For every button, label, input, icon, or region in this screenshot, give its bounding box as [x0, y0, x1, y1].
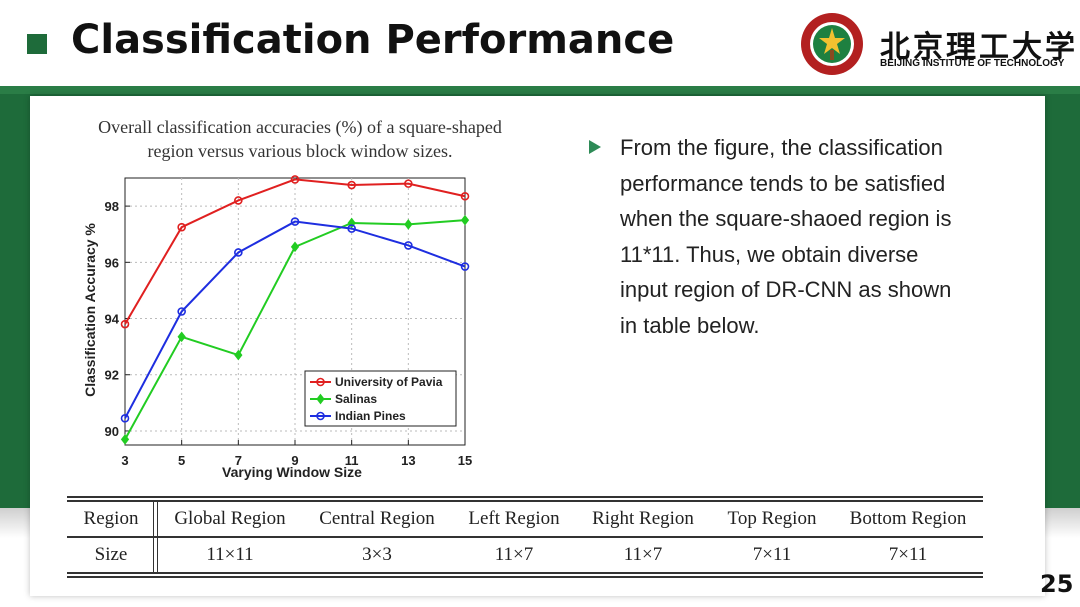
legend-entry: Salinas: [310, 392, 377, 406]
chart-caption-line: region versus various block window sizes…: [147, 141, 453, 161]
bullet-line: From the figure, the classification: [620, 135, 943, 160]
data-point: [290, 241, 300, 253]
y-tick-label: 94: [105, 312, 120, 327]
page-number: 25: [1040, 570, 1074, 598]
series-line: [124, 178, 466, 325]
table-bottom-rule-2: [67, 576, 983, 578]
series-indian-pines: [120, 217, 470, 423]
bullet-line: when the square-shaoed region is: [620, 206, 952, 232]
table-cell: 7×11: [752, 544, 792, 565]
x-tick-label: 13: [401, 453, 415, 468]
data-point: [290, 217, 300, 226]
bullet-item: From the figure, the classification perf…: [589, 130, 1009, 344]
series-university-of-pavia: [120, 175, 470, 329]
bullet-line: input region of DR-CNN as shown: [620, 277, 952, 303]
bullet-line: 11*11. Thus, we obtain diverse: [620, 241, 919, 267]
bullet-list: From the figure, the classification perf…: [589, 130, 1009, 344]
y-tick-label: 96: [105, 255, 119, 270]
y-tick-label: 98: [105, 199, 119, 214]
table-header-cell: Region: [83, 508, 139, 529]
data-point: [316, 411, 325, 421]
data-point: [234, 349, 243, 361]
region-size-table: Region Global Region Central Region Left…: [67, 494, 983, 578]
data-point: [177, 331, 186, 343]
university-name-en: BEIJING INSTITUTE OF TECHNOLOGY: [880, 58, 1065, 69]
x-axis-label: Varying Window Size: [222, 464, 362, 480]
table-cell: 11×11: [206, 544, 254, 565]
table-top-rule-2: [67, 500, 983, 502]
data-point: [347, 180, 356, 190]
data-point: [316, 377, 325, 387]
legend-entry: Indian Pines: [310, 409, 406, 423]
table-header-cell: Right Region: [592, 508, 694, 529]
data-point: [120, 434, 130, 445]
slide-title: Classification Performance: [71, 17, 675, 63]
chart-grid: [125, 178, 465, 445]
legend-label: Indian Pines: [335, 409, 406, 423]
legend-label: Salinas: [335, 392, 377, 406]
data-point: [177, 307, 186, 316]
table-divider: [153, 502, 154, 572]
y-axis-label: Classification Accuracy %: [82, 223, 98, 397]
data-point: [460, 191, 470, 201]
chart-ticks: 3 5 7 9 11 13 15 90 92 94 96 98: [105, 199, 473, 468]
table-cell: 11×7: [494, 544, 534, 565]
title-bullet-square: [27, 34, 47, 54]
data-point: [460, 262, 470, 271]
legend-label: University of Pavia: [335, 375, 443, 389]
table-header-cell: Top Region: [727, 508, 817, 529]
data-point: [316, 393, 325, 405]
bullet-line: performance tends to be satisfied: [620, 170, 946, 196]
x-tick-label: 11: [345, 453, 359, 468]
data-point: [404, 219, 413, 230]
x-tick-label: 15: [458, 453, 472, 468]
data-point: [290, 175, 300, 184]
data-point: [234, 248, 243, 257]
bullet-line: in table below.: [620, 312, 760, 338]
table-header-cell: Central Region: [319, 508, 435, 529]
table-header-cell: Global Region: [174, 508, 286, 529]
y-tick-label: 90: [105, 424, 119, 439]
table-cell: 7×11: [888, 544, 928, 565]
data-point: [460, 214, 470, 226]
data-point: [404, 241, 413, 250]
data-point: [404, 179, 413, 188]
chart-series: [120, 175, 470, 445]
table-top-rule: [67, 496, 983, 498]
x-tick-label: 7: [235, 453, 242, 468]
table-header-cell: Left Region: [468, 508, 560, 529]
data-point: [177, 222, 186, 232]
table-cell: 11×7: [623, 544, 663, 565]
x-tick-label: 5: [178, 453, 185, 468]
y-tick-label: 92: [105, 368, 119, 383]
bullet-arrow-icon: [589, 140, 601, 154]
data-point: [120, 413, 130, 423]
table-mid-rule: [67, 536, 983, 538]
chart-caption-line: Overall classification accuracies (%) of…: [98, 117, 502, 137]
table-bottom-rule: [67, 572, 983, 574]
chart-caption: Overall classification accuracies (%) of…: [50, 115, 550, 163]
slide-header: Classification Performance 北京理工大学 BEIJIN…: [0, 0, 1080, 86]
chart-legend: University of Pavia Salinas Indian Pines: [304, 370, 457, 427]
table-cell: 3×3: [362, 544, 392, 565]
x-tick-label: 9: [291, 453, 298, 468]
green-band-highlight: [0, 86, 1080, 94]
table-header-cell: Bottom Region: [849, 508, 967, 529]
data-point: [234, 196, 243, 205]
series-line: [124, 220, 466, 419]
data-point: [120, 319, 130, 329]
data-point: [347, 224, 356, 233]
x-tick-label: 3: [121, 453, 128, 468]
table-divider-2: [157, 502, 158, 572]
university-seal-logo: [801, 13, 863, 75]
university-name-cn: 北京理工大学: [880, 30, 1078, 65]
legend-entry: University of Pavia: [310, 375, 443, 389]
table-cell: Size: [94, 544, 128, 565]
